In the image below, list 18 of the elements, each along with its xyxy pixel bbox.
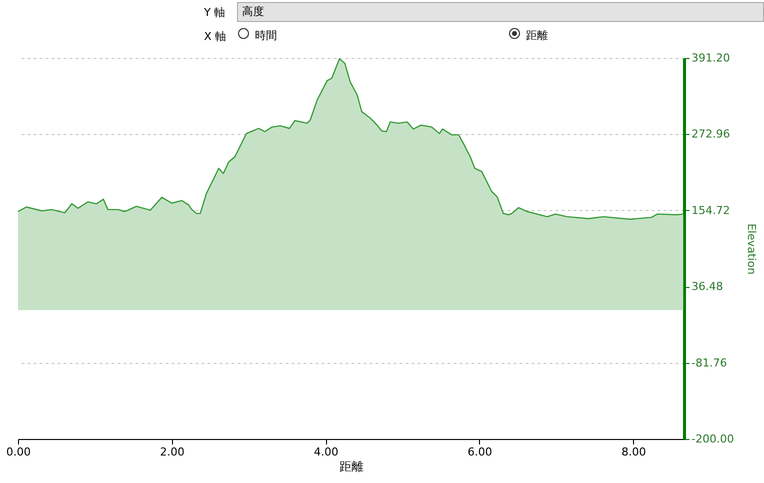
dropdown-field: 高度 bbox=[237, 2, 764, 22]
y-tick-label: 154.72 bbox=[692, 204, 730, 217]
text: X 軸 bbox=[204, 29, 226, 44]
y-axis-title: Elevation bbox=[744, 223, 758, 275]
y-tick-label: 391.20 bbox=[692, 52, 730, 64]
y-tick-label: 272.96 bbox=[692, 128, 730, 141]
text: Y 軸 bbox=[204, 5, 226, 20]
x-tick-label: 0.00 bbox=[6, 446, 31, 458]
x-tick-label: 6.00 bbox=[468, 446, 492, 458]
text: 距離 bbox=[526, 28, 548, 43]
y-tick-label: -81.76 bbox=[692, 356, 727, 370]
x-tick-label: 4.00 bbox=[314, 446, 338, 458]
x-axis-title: 距離 bbox=[340, 460, 364, 474]
x-tick-label: 8.00 bbox=[621, 446, 646, 458]
text: 時間 bbox=[255, 28, 277, 43]
x-tick-label: 2.00 bbox=[160, 446, 185, 458]
y-tick-label: -200.00 bbox=[692, 432, 734, 446]
y-tick-label: 36.48 bbox=[692, 280, 723, 294]
